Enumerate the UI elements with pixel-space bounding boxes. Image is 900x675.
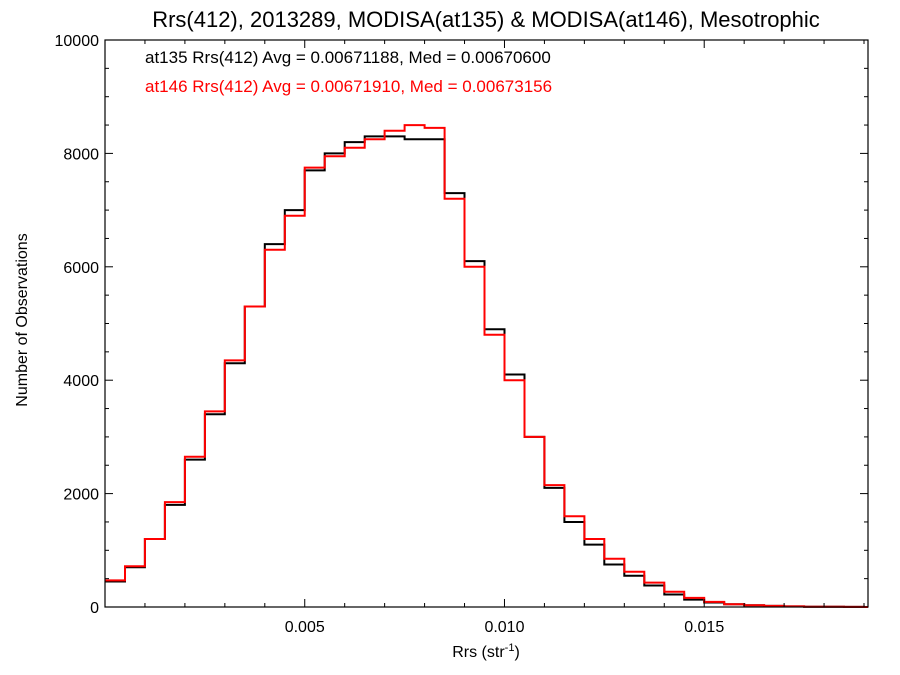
y-tick-label: 6000 [63, 260, 99, 277]
y-tick-label: 0 [90, 600, 99, 617]
x-tick-label: 0.010 [484, 619, 524, 636]
y-tick-label: 10000 [55, 33, 100, 50]
chart-title: Rrs(412), 2013289, MODISA(at135) & MODIS… [152, 7, 820, 32]
series-line-at135 [105, 135, 868, 608]
legend-series-1: at135 Rrs(412) Avg = 0.00671188, Med = 0… [145, 48, 551, 67]
x-tick-label: 0.005 [285, 619, 325, 636]
y-tick-label: 8000 [63, 146, 99, 163]
axis-ticks: 0 2000 4000 6000 8000 10000 0.005 0.010 0.015 [55, 33, 868, 636]
plot-area: 0 2000 4000 6000 8000 10000 0.005 0.010 0.015 [55, 33, 869, 636]
y-axis-label: Number of Observations [14, 233, 31, 406]
x-axis-label: Rrs (str-1) [452, 642, 520, 661]
legend-series-2: at146 Rrs(412) Avg = 0.00671910, Med = 0… [145, 77, 552, 96]
plot-frame [104, 39, 869, 608]
series-line-at146 [105, 124, 868, 608]
x-tick-label: 0.015 [684, 619, 724, 636]
y-tick-label: 2000 [63, 487, 99, 504]
series-layer [105, 124, 868, 608]
y-tick-label: 4000 [63, 373, 99, 390]
